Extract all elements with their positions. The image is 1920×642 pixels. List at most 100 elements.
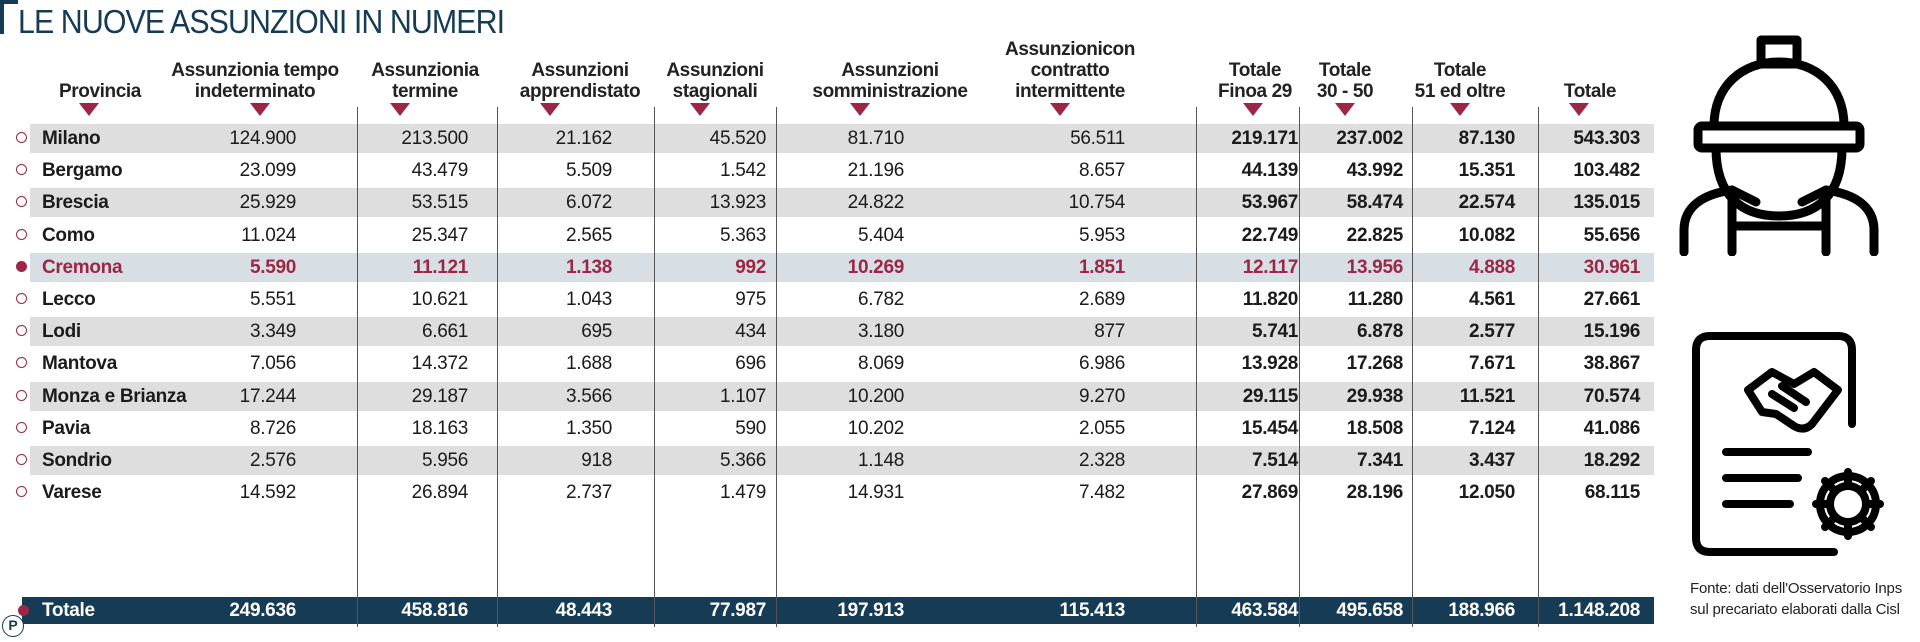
- column-header: Totale 51 ed oltre: [1410, 48, 1510, 102]
- table-cell: 8.726: [249, 418, 296, 439]
- table-cell: 458.816: [401, 600, 468, 621]
- table-cell: 543.303: [1573, 128, 1640, 149]
- header-arrow-icon: [1569, 103, 1589, 116]
- table-cell: 7.056: [249, 353, 296, 374]
- worker-helmet-icon: [1679, 35, 1879, 256]
- table-cell: 11.024: [241, 225, 296, 246]
- column-header-label: Assunzionicon contratto intermittente: [1005, 39, 1135, 102]
- table-cell: 2.689: [1078, 289, 1125, 310]
- table-cell: 17.244: [239, 386, 297, 407]
- table-cell: 5.956: [421, 450, 468, 471]
- table-cell: 6.661: [421, 321, 468, 342]
- table-row: Monza e Brianza 17.244 29.187 3.566 1.107 10.…: [0, 382, 1654, 411]
- row-band: [30, 382, 1654, 411]
- column-divider: [654, 107, 655, 627]
- table-cell: 10.621: [411, 289, 469, 310]
- table-cell: 1.688: [565, 353, 612, 374]
- table-cell: 3.349: [249, 321, 296, 342]
- table-cell: 13.956: [1346, 257, 1404, 278]
- total-row: Totale 249.636 458.816 48.443 77.987 197.913 1…: [0, 597, 1654, 626]
- table-cell: 87.130: [1458, 128, 1516, 149]
- table-cell: 53.515: [411, 192, 469, 213]
- table-cell: 14.592: [239, 482, 297, 503]
- table-cell: 1.148.208: [1558, 600, 1640, 621]
- table-cell: 43.479: [411, 160, 469, 181]
- row-bullet-icon: [18, 605, 29, 616]
- table-cell: 23.099: [239, 160, 297, 181]
- table-cell: 77.987: [709, 600, 767, 621]
- row-bullet-icon: [16, 132, 27, 143]
- table-cell: 43.992: [1346, 160, 1404, 181]
- header-arrow-icon: [540, 103, 560, 116]
- table-cell: 4.888: [1468, 257, 1515, 278]
- province-name: Monza e Brianza: [42, 386, 187, 407]
- table-cell: 29.938: [1346, 386, 1404, 407]
- row-band: [30, 446, 1654, 475]
- column-header: Assunzionicon contratto intermittente: [965, 39, 1175, 102]
- table-cell: 1.851: [1078, 257, 1125, 278]
- table-cell: 18.163: [411, 418, 469, 439]
- row-bullet-icon: [16, 293, 27, 304]
- province-name: Lodi: [42, 321, 81, 342]
- table-cell: 27.661: [1583, 289, 1641, 310]
- column-header-label: Assunzionia termine: [371, 60, 479, 102]
- table-cell: 249.636: [229, 600, 296, 621]
- province-name: Bergamo: [42, 160, 123, 181]
- column-divider: [1412, 107, 1413, 627]
- table-cell: 22.749: [1241, 225, 1299, 246]
- table-cell: 22.825: [1346, 225, 1404, 246]
- header-arrow-icon: [390, 103, 410, 116]
- publisher-logo: P: [2, 615, 24, 637]
- table-cell: 11.820: [1242, 289, 1299, 310]
- row-bullet-icon: [16, 454, 27, 465]
- table-cell: 10.269: [847, 257, 905, 278]
- table-cell: 5.590: [249, 257, 296, 278]
- table-cell: 18.292: [1583, 450, 1641, 471]
- table-row: Como 11.024 25.347 2.565 5.363 5.404 5.953 22.7…: [0, 221, 1654, 250]
- table-cell: 8.657: [1078, 160, 1125, 181]
- table-cell: 1.350: [565, 418, 612, 439]
- table-cell: 58.474: [1346, 192, 1404, 213]
- table-cell: 495.658: [1336, 600, 1403, 621]
- table-cell: 7.671: [1468, 353, 1515, 374]
- column-header: Totale Finoa 29: [1205, 48, 1305, 102]
- table-cell: 6.986: [1078, 353, 1125, 374]
- table-cell: 103.482: [1573, 160, 1640, 181]
- column-divider: [1299, 107, 1300, 627]
- table-cell: 15.351: [1458, 160, 1516, 181]
- table-cell: 5.509: [565, 160, 612, 181]
- column-header-label: Assunzioni somministrazione: [812, 60, 968, 102]
- column-divider: [357, 107, 358, 627]
- column-divider: [776, 107, 777, 627]
- table-cell: 5.404: [857, 225, 904, 246]
- column-header: Assunzioni apprendistato: [505, 48, 655, 102]
- column-header-label: Assunzioni apprendistato: [519, 60, 641, 102]
- table-cell: 696: [735, 353, 766, 374]
- table-cell: 219.171: [1231, 128, 1298, 149]
- table-cell: 38.867: [1583, 353, 1641, 374]
- column-header: Assunzioni stagionali: [650, 48, 780, 102]
- column-header-label: Totale: [1563, 81, 1617, 102]
- table-cell: 6.878: [1356, 321, 1403, 342]
- column-header-label: Totale Finoa 29: [1218, 60, 1292, 102]
- table-cell: 5.366: [719, 450, 766, 471]
- table-cell: 44.139: [1241, 160, 1299, 181]
- table-cell: 22.574: [1458, 192, 1516, 213]
- column-header: Totale: [1545, 48, 1635, 102]
- row-bullet-icon: [16, 196, 27, 207]
- table-row: Pavia 8.726 18.163 1.350 590 10.202 2.055 15.45…: [0, 414, 1654, 443]
- row-band: [30, 317, 1654, 346]
- table-cell: 213.500: [401, 128, 468, 149]
- table-cell: 29.187: [411, 386, 469, 407]
- table-cell: 68.115: [1584, 482, 1641, 503]
- column-header-label: Provincia: [59, 81, 141, 102]
- table-cell: 15.454: [1241, 418, 1299, 439]
- table-row: Cremona 5.590 11.121 1.138 992 10.269 1.851 12.…: [0, 253, 1654, 282]
- row-bullet-icon: [16, 422, 27, 433]
- row-bullet-icon: [16, 325, 27, 336]
- table-cell: 2.577: [1468, 321, 1515, 342]
- page-title: LE NUOVE ASSUNZIONI IN NUMERI: [18, 3, 505, 40]
- table-cell: 10.202: [847, 418, 905, 439]
- table-cell: 7.482: [1078, 482, 1125, 503]
- table-cell: 55.656: [1583, 225, 1641, 246]
